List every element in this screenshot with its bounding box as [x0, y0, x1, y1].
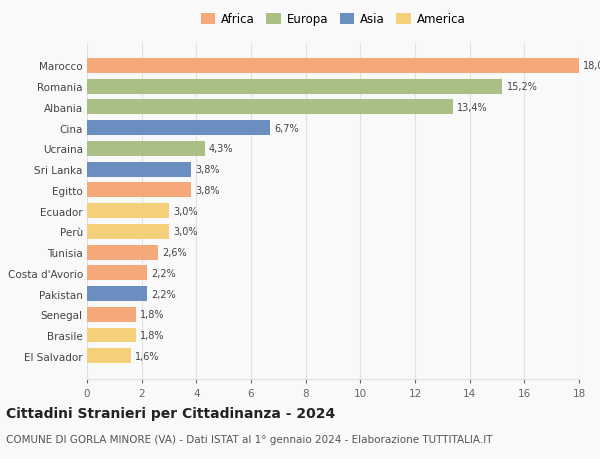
Bar [87, 142, 205, 157]
Bar [87, 79, 502, 95]
Bar [87, 121, 270, 136]
Bar [87, 348, 131, 364]
Text: 3,0%: 3,0% [173, 206, 197, 216]
Text: 1,8%: 1,8% [140, 310, 165, 319]
Text: 3,0%: 3,0% [173, 227, 197, 237]
Bar [87, 328, 136, 343]
Text: 2,2%: 2,2% [151, 289, 176, 299]
Text: 1,8%: 1,8% [140, 330, 165, 340]
Bar [87, 59, 579, 74]
Bar [87, 266, 147, 280]
Text: 2,6%: 2,6% [162, 247, 187, 257]
Text: 6,7%: 6,7% [274, 123, 299, 134]
Text: 3,8%: 3,8% [195, 185, 220, 196]
Text: 15,2%: 15,2% [506, 82, 538, 92]
Bar [87, 224, 169, 239]
Bar [87, 245, 158, 260]
Text: 1,6%: 1,6% [135, 351, 160, 361]
Bar [87, 204, 169, 218]
Bar [87, 162, 191, 177]
Text: 13,4%: 13,4% [457, 103, 488, 112]
Text: Cittadini Stranieri per Cittadinanza - 2024: Cittadini Stranieri per Cittadinanza - 2… [6, 406, 335, 420]
Text: 3,8%: 3,8% [195, 165, 220, 175]
Bar [87, 100, 453, 115]
Bar [87, 183, 191, 198]
Legend: Africa, Europa, Asia, America: Africa, Europa, Asia, America [199, 11, 467, 28]
Bar [87, 286, 147, 302]
Bar [87, 307, 136, 322]
Text: 2,2%: 2,2% [151, 268, 176, 278]
Text: COMUNE DI GORLA MINORE (VA) - Dati ISTAT al 1° gennaio 2024 - Elaborazione TUTTI: COMUNE DI GORLA MINORE (VA) - Dati ISTAT… [6, 434, 493, 444]
Text: 18,0%: 18,0% [583, 62, 600, 71]
Text: 4,3%: 4,3% [209, 144, 233, 154]
